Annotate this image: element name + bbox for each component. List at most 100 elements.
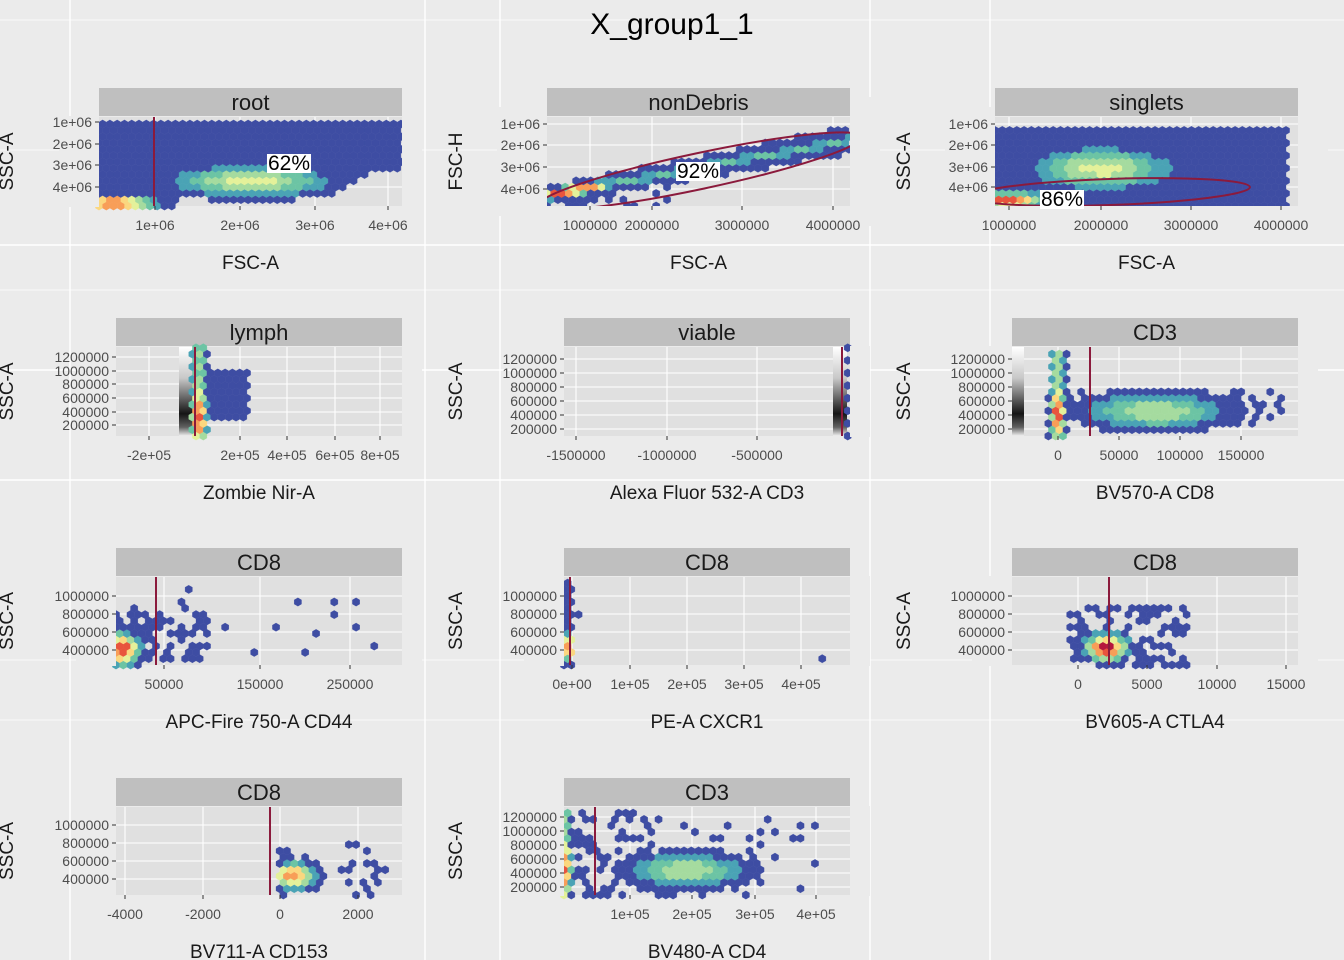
panel-strip [99, 88, 402, 116]
hexbin-cell [574, 610, 583, 619]
hexbin-cell [811, 821, 819, 831]
x-tick-label: 0 [276, 906, 284, 922]
panel-strip-label: CD3 [1133, 320, 1177, 345]
y-tick-label: 400000 [958, 407, 1005, 423]
panel-background [564, 347, 850, 436]
hexbin-cell [166, 616, 175, 626]
panel-strip [564, 548, 850, 576]
x-tick-label: -2000 [185, 906, 221, 922]
hexbin-cell [578, 808, 586, 818]
y-axis-title: SSC-A [446, 362, 467, 420]
y-axis-title: SSC-A [894, 592, 915, 650]
y-tick-label: 400000 [62, 642, 109, 658]
hexbin-cell [363, 846, 371, 856]
x-tick-label: 1000000 [563, 217, 618, 233]
hexbin-cell [1277, 393, 1285, 403]
panel-strip-label: root [232, 90, 270, 115]
x-tick-label: 150000 [237, 676, 284, 692]
hexbin-cell [1124, 622, 1133, 632]
y-tick-label: 200000 [510, 421, 557, 437]
x-tick-label: 1000000 [982, 217, 1037, 233]
x-tick-label: 2e+05 [220, 447, 260, 463]
y-tick-label: 200000 [62, 417, 109, 433]
hexbin-cell [1164, 603, 1173, 613]
hexbin-cell [636, 833, 645, 843]
panel-background [564, 577, 850, 665]
panel-strip-label: nonDebris [648, 90, 748, 115]
hexbin-cell [811, 859, 819, 868]
y-axis-title: SSC-A [0, 822, 18, 880]
hexbin-cell [1091, 603, 1100, 613]
hexbin-cell [1077, 387, 1085, 397]
hexbin-cell [585, 833, 594, 843]
hexbin-layer [112, 585, 379, 670]
hexbin-cell [348, 859, 357, 868]
x-axis-title: APC-Fire 750-A CD44 [166, 712, 353, 733]
x-tick-label: 0 [1054, 447, 1062, 463]
x-tick-label: -1000000 [637, 447, 696, 463]
hexbin-cell [352, 597, 360, 607]
x-axis-title: Zombie Nir-A [203, 483, 315, 504]
hexbin-cell [312, 859, 320, 868]
panel-strip [564, 318, 850, 346]
y-tick-label: 1200000 [502, 351, 557, 367]
y-tick-label: 800000 [510, 379, 557, 395]
y-axis-title: FSC-H [446, 132, 467, 190]
y-tick-label: 1000000 [502, 588, 557, 604]
hexbin-cell [141, 610, 149, 619]
density-strip [1010, 347, 1024, 436]
y-axis-title: SSC-A [0, 592, 18, 650]
y-tick-label: 800000 [958, 606, 1005, 622]
panel-strip [1012, 548, 1298, 576]
hexbin-cell [1259, 400, 1267, 409]
hexbin-cell [1266, 412, 1275, 422]
hexbin-cell [1182, 622, 1191, 632]
y-axis-title: SSC-A [0, 362, 18, 420]
hexbin-cell [1237, 387, 1245, 397]
hexbin-cell [359, 878, 368, 887]
panel-background [1012, 577, 1298, 665]
hexbin-cell [352, 840, 360, 849]
hexbin-cell [647, 840, 656, 849]
y-tick-label: 200000 [958, 421, 1005, 437]
hexbin-cell [1248, 393, 1256, 403]
x-tick-label: 4000000 [1254, 217, 1309, 233]
x-tick-label: 4000000 [806, 217, 861, 233]
hexbin-layer [275, 840, 389, 900]
hexbin-cell [1179, 603, 1187, 613]
hexbin-cell [618, 890, 626, 900]
panel-strip [116, 778, 402, 806]
x-tick-label: 100000 [1157, 447, 1204, 463]
y-tick-label: 600000 [62, 624, 109, 640]
y-tick-label: 800000 [510, 606, 557, 622]
y-tick-label: 800000 [62, 376, 109, 392]
y-tick-label: 1000000 [950, 588, 1005, 604]
hexbin-cell [680, 821, 688, 831]
y-tick-label: 4e+06 [501, 181, 541, 197]
panel-0: root 62% 1e+06 2e+06 3e+06 4e+06 1e+06 2e+06 3e+… [0, 88, 422, 274]
y-tick-label: 800000 [62, 606, 109, 622]
panel-strip-label: CD8 [1133, 550, 1177, 575]
hexbin-cell [177, 622, 186, 632]
hexbin-cell [756, 827, 765, 837]
panel-strip [995, 88, 1298, 116]
hexbin-cell [640, 815, 648, 824]
panel-3: lymph -2e+05 2e+05 4e+05 6e+05 8e+05 200000400… [0, 318, 422, 504]
hexbin-cell [756, 840, 765, 849]
x-tick-label: 150000 [1218, 447, 1265, 463]
y-tick-label: 400000 [510, 407, 557, 423]
panel-strip-label: CD8 [237, 780, 281, 805]
hexbin-layer [1066, 603, 1191, 670]
x-tick-label: 50000 [1100, 447, 1139, 463]
panel-strip-label: lymph [230, 320, 289, 345]
panel-10: CD3 1e+05 2e+05 3e+05 4e+05 20000040000060000… [446, 778, 870, 960]
hexbin-cell [691, 827, 699, 837]
hexbin-cell [330, 597, 339, 607]
x-tick-label: 50000 [145, 676, 184, 692]
hexbin-cell [771, 852, 779, 862]
x-tick-label: 3e+05 [735, 906, 775, 922]
hexbin-cell [1164, 641, 1173, 651]
panel-strip-label: CD8 [237, 550, 281, 575]
hexbin-cell [818, 654, 827, 664]
gate-percent-label: 62% [268, 152, 310, 175]
